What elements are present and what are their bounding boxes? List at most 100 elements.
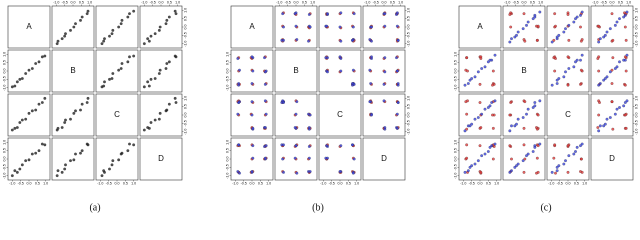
point <box>69 159 72 163</box>
point <box>465 56 469 60</box>
point <box>10 128 14 132</box>
panel-frame <box>546 93 590 137</box>
point <box>10 174 14 178</box>
point <box>597 129 601 133</box>
point <box>513 124 517 128</box>
point <box>111 28 115 32</box>
x-tick-label: -1.0 <box>97 181 103 185</box>
point <box>597 69 601 73</box>
y-tick-label: 1.0 <box>406 8 410 13</box>
y-tick-label: 0.0 <box>183 113 187 118</box>
point <box>510 37 513 41</box>
point <box>618 106 621 109</box>
point <box>86 143 90 147</box>
variable-label: C <box>565 110 571 119</box>
point <box>153 32 157 36</box>
point <box>610 100 614 104</box>
point <box>623 25 627 29</box>
point <box>120 151 124 155</box>
point <box>491 126 495 130</box>
x-tick-label: 0.5 <box>79 0 84 4</box>
point <box>608 116 612 119</box>
point <box>525 112 528 116</box>
point <box>483 152 487 156</box>
panel-frame <box>546 49 590 93</box>
point <box>557 77 561 80</box>
point <box>126 60 130 64</box>
x-tick-label: -0.5 <box>601 0 607 4</box>
point <box>74 152 77 156</box>
point <box>167 102 171 106</box>
point <box>488 145 492 149</box>
point <box>56 126 60 130</box>
point <box>146 37 150 41</box>
y-tick-label: -1.0 <box>634 129 638 135</box>
point <box>516 117 520 121</box>
point <box>567 154 571 158</box>
x-tick-label: -1.0 <box>53 0 59 4</box>
point <box>174 101 178 104</box>
point <box>24 159 28 163</box>
variable-label: D <box>609 154 615 163</box>
point <box>553 69 557 73</box>
point <box>552 56 556 60</box>
point <box>465 156 469 160</box>
point <box>615 107 619 111</box>
point <box>554 24 557 28</box>
x-tick-label: 0.0 <box>250 181 255 185</box>
point <box>308 25 312 29</box>
x-tick-label: -1.0 <box>9 181 15 185</box>
point <box>15 80 19 84</box>
point <box>466 169 470 173</box>
x-tick-label: 1.0 <box>354 181 359 185</box>
point <box>536 24 540 28</box>
point <box>79 18 82 22</box>
y-tick-label: -1.0 <box>406 129 410 135</box>
point <box>72 158 76 162</box>
point <box>522 170 526 174</box>
point <box>64 32 67 36</box>
point <box>395 126 399 130</box>
point <box>613 67 617 70</box>
point <box>368 68 372 72</box>
point <box>117 158 121 162</box>
point <box>236 112 240 116</box>
x-tick-label: -0.5 <box>513 0 519 4</box>
x-tick-label: 1.0 <box>43 181 48 185</box>
x-tick-label: 0.0 <box>610 0 615 4</box>
point <box>572 152 576 156</box>
point <box>493 99 497 103</box>
point <box>508 170 512 174</box>
x-tick-label: 0.5 <box>258 181 263 185</box>
point <box>526 20 530 24</box>
point <box>610 82 614 85</box>
point <box>597 24 601 28</box>
point <box>382 99 386 103</box>
point <box>610 68 614 72</box>
point <box>513 165 517 169</box>
y-tick-label: 1.0 <box>2 140 6 145</box>
point <box>557 164 561 168</box>
point <box>307 156 311 160</box>
point <box>491 157 495 161</box>
point <box>164 67 168 70</box>
point <box>27 68 31 72</box>
point <box>263 99 267 103</box>
point <box>149 77 153 81</box>
point <box>37 60 41 64</box>
point <box>20 118 24 122</box>
point <box>566 83 570 87</box>
point <box>478 82 482 86</box>
point <box>250 55 254 59</box>
point <box>493 142 497 146</box>
point <box>550 170 554 174</box>
point <box>463 170 467 174</box>
point <box>86 9 90 13</box>
x-tick-label: 0.5 <box>618 0 623 4</box>
x-tick-label: 0.0 <box>478 181 483 185</box>
y-tick-label: 0.5 <box>634 16 638 21</box>
y-tick-label: 0.5 <box>2 148 6 153</box>
point <box>395 24 399 28</box>
panel-frame <box>318 5 362 49</box>
point <box>103 37 106 41</box>
